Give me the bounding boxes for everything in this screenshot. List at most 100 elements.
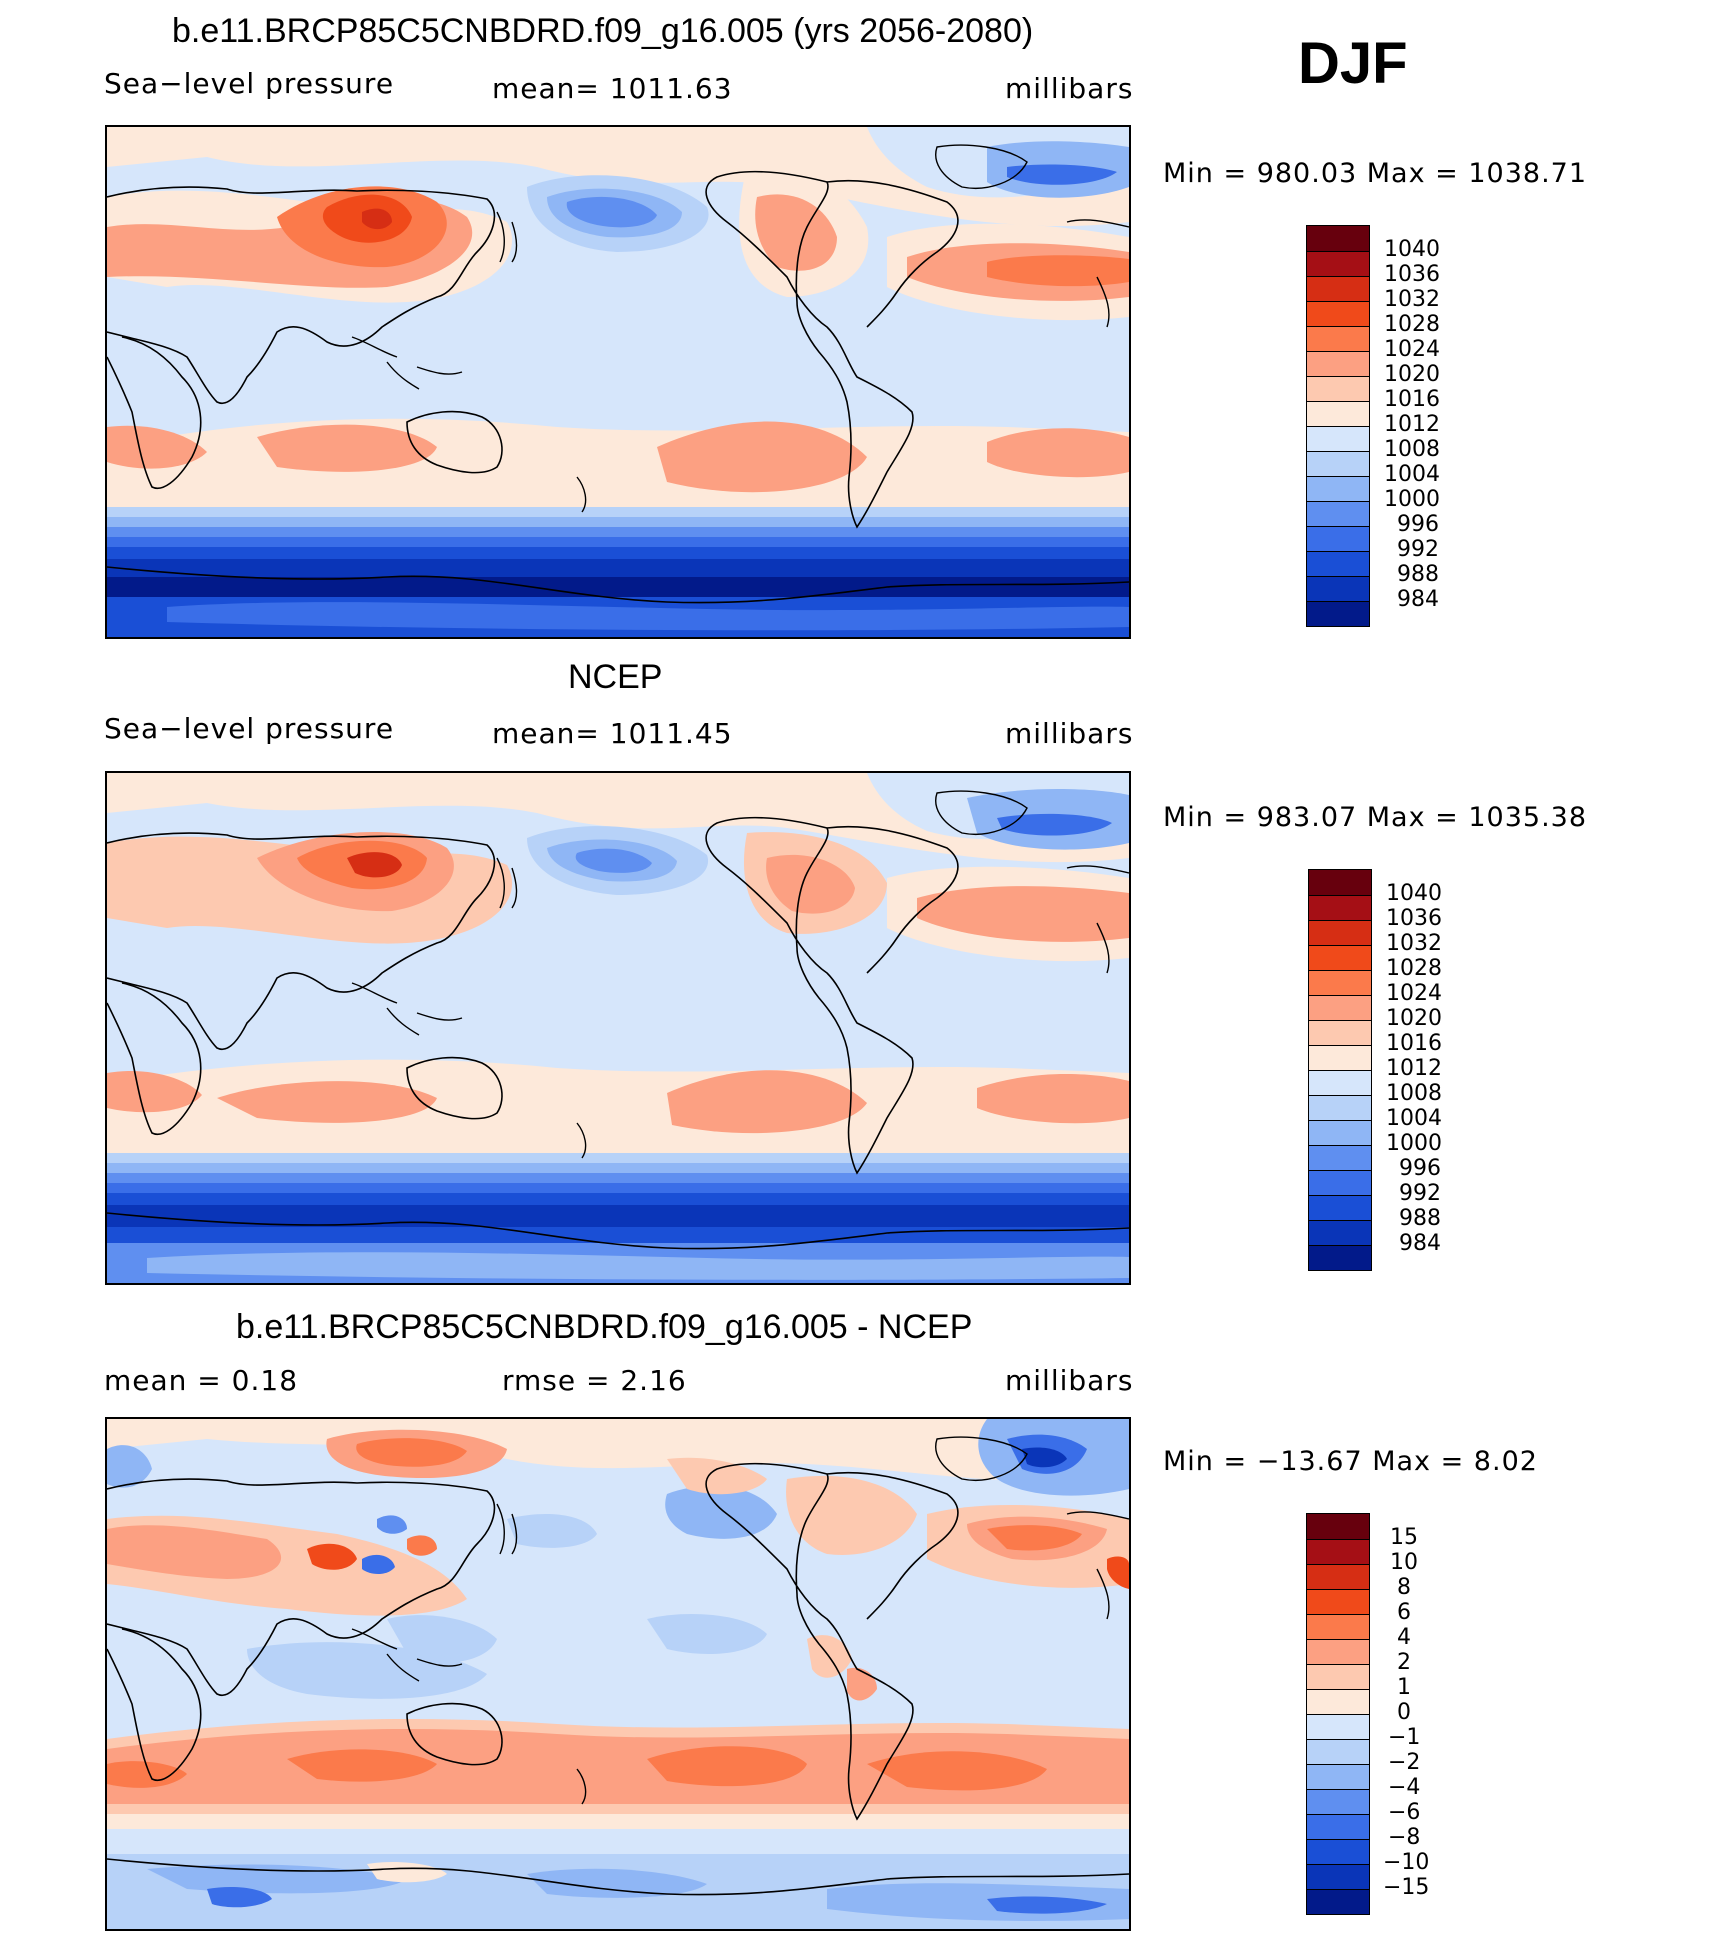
panel2-colorbar-box	[1309, 1220, 1371, 1246]
panel1-colorbar-label: 1040	[1384, 237, 1440, 262]
panel3-colorbar-label: 1	[1397, 1675, 1411, 1700]
panel1-colorbar-box	[1307, 501, 1369, 527]
panel3-rmse-label: rmse = 2.16	[502, 1364, 687, 1397]
panel3-colorbar-box	[1307, 1714, 1369, 1740]
panel1-colorbar-box	[1307, 276, 1369, 302]
panel2-colorbar	[1308, 869, 1372, 1271]
panel3-colorbar-label: −1	[1388, 1725, 1421, 1750]
panel3-colorbar-label: 4	[1397, 1625, 1411, 1650]
panel1-colorbar-box	[1307, 426, 1369, 452]
panel2-colorbar-box	[1309, 1120, 1371, 1146]
panel3-colorbar-box	[1307, 1514, 1369, 1540]
panel3-colorbar-box	[1307, 1789, 1369, 1815]
panel1-colorbar	[1306, 225, 1370, 627]
panel3-colorbar-box	[1307, 1589, 1369, 1615]
panel1-colorbar-label: 1028	[1384, 312, 1440, 337]
panel2-colorbar-label: 1004	[1386, 1106, 1442, 1131]
panel2-map	[105, 771, 1131, 1285]
panel2-colorbar-label: 1036	[1386, 906, 1442, 931]
panel1-colorbar-label: 1032	[1384, 287, 1440, 312]
panel3-title: b.e11.BRCP85C5CNBDRD.f09_g16.005 - NCEP	[236, 1308, 973, 1346]
panel3-colorbar-box	[1307, 1639, 1369, 1665]
panel2-colorbar-label: 1008	[1386, 1081, 1442, 1106]
panel2-units-label: millibars	[1005, 717, 1134, 750]
panel2-colorbar-label: 984	[1399, 1231, 1441, 1256]
panel1-colorbar-label: 996	[1397, 512, 1439, 537]
panel3-colorbar	[1306, 1513, 1370, 1915]
panel1-map-field	[107, 127, 1129, 637]
season-label: DJF	[1298, 31, 1408, 96]
panel3-colorbar-box	[1307, 1889, 1369, 1914]
panel1-colorbar-box	[1307, 476, 1369, 502]
panel2-colorbar-box	[1309, 870, 1371, 896]
panel2-colorbar-box	[1309, 945, 1371, 971]
panel2-colorbar-label: 988	[1399, 1206, 1441, 1231]
panel2-colorbar-box	[1309, 1070, 1371, 1096]
panel3-colorbar-label: −4	[1388, 1775, 1421, 1800]
panel2-colorbar-label: 1000	[1386, 1131, 1442, 1156]
panel1-colorbar-box	[1307, 451, 1369, 477]
panel2-colorbar-box	[1309, 1170, 1371, 1196]
panel2-colorbar-box	[1309, 995, 1371, 1021]
panel3-colorbar-box	[1307, 1764, 1369, 1790]
panel2-colorbar-box	[1309, 1145, 1371, 1171]
panel3-colorbar-label: −6	[1388, 1800, 1421, 1825]
panel1-colorbar-box	[1307, 576, 1369, 602]
panel2-colorbar-label: 1012	[1386, 1056, 1442, 1081]
panel1-variable-label: Sea−level pressure	[104, 67, 395, 100]
panel1-colorbar-label: 988	[1397, 562, 1439, 587]
panel1-colorbar-label: 1012	[1384, 412, 1440, 437]
panel2-colorbar-label: 1040	[1386, 881, 1442, 906]
panel3-colorbar-label: 10	[1390, 1550, 1418, 1575]
panel3-colorbar-box	[1307, 1564, 1369, 1590]
panel2-mean-label: mean= 1011.45	[492, 717, 733, 750]
panel1-colorbar-label: 1020	[1384, 362, 1440, 387]
panel3-colorbar-box	[1307, 1614, 1369, 1640]
panel1-title: b.e11.BRCP85C5CNBDRD.f09_g16.005 (yrs 20…	[172, 12, 1034, 50]
panel1-colorbar-box	[1307, 601, 1369, 626]
panel2-colorbar-box	[1309, 920, 1371, 946]
panel1-colorbar-label: 1004	[1384, 462, 1440, 487]
panel3-colorbar-label: −10	[1383, 1850, 1430, 1875]
panel2-colorbar-label: 1016	[1386, 1031, 1442, 1056]
panel1-colorbar-box	[1307, 376, 1369, 402]
panel2-colorbar-label: 996	[1399, 1156, 1441, 1181]
panel1-colorbar-box	[1307, 251, 1369, 277]
panel3-colorbar-box	[1307, 1664, 1369, 1690]
panel3-min-max: Min = −13.67 Max = 8.02	[1163, 1446, 1538, 1477]
panel1-units-label: millibars	[1005, 72, 1134, 105]
panel2-colorbar-box	[1309, 970, 1371, 996]
panel1-colorbar-label: 1016	[1384, 387, 1440, 412]
panel2-map-field	[107, 773, 1129, 1283]
panel2-colorbar-box	[1309, 1245, 1371, 1270]
panel3-colorbar-box	[1307, 1739, 1369, 1765]
panel2-colorbar-label: 1024	[1386, 981, 1442, 1006]
panel2-colorbar-box	[1309, 1095, 1371, 1121]
panel1-colorbar-label: 992	[1397, 537, 1439, 562]
panel3-colorbar-label: 15	[1390, 1525, 1418, 1550]
panel3-colorbar-label: −15	[1383, 1875, 1430, 1900]
panel1-colorbar-box	[1307, 301, 1369, 327]
panel2-colorbar-label: 1020	[1386, 1006, 1442, 1031]
panel2-colorbar-box	[1309, 1045, 1371, 1071]
panel3-units-label: millibars	[1005, 1364, 1134, 1397]
panel1-colorbar-label: 1000	[1384, 487, 1440, 512]
panel3-map	[105, 1417, 1131, 1931]
panel1-min-max: Min = 980.03 Max = 1038.71	[1163, 158, 1588, 189]
panel3-colorbar-label: 0	[1397, 1700, 1411, 1725]
panel3-colorbar-label: 8	[1397, 1575, 1411, 1600]
panel1-colorbar-box	[1307, 526, 1369, 552]
panel2-variable-label: Sea−level pressure	[104, 712, 395, 745]
panel2-colorbar-box	[1309, 895, 1371, 921]
panel3-colorbar-box	[1307, 1539, 1369, 1565]
panel2-colorbar-label: 992	[1399, 1181, 1441, 1206]
panel1-colorbar-box	[1307, 401, 1369, 427]
panel3-mean-label: mean = 0.18	[104, 1364, 299, 1397]
panel2-colorbar-label: 1028	[1386, 956, 1442, 981]
panel1-colorbar-label: 1008	[1384, 437, 1440, 462]
panel3-colorbar-label: −8	[1388, 1825, 1421, 1850]
panel3-colorbar-label: 6	[1397, 1600, 1411, 1625]
panel1-colorbar-label: 984	[1397, 587, 1439, 612]
panel2-colorbar-box	[1309, 1195, 1371, 1221]
panel2-title: NCEP	[568, 658, 663, 696]
